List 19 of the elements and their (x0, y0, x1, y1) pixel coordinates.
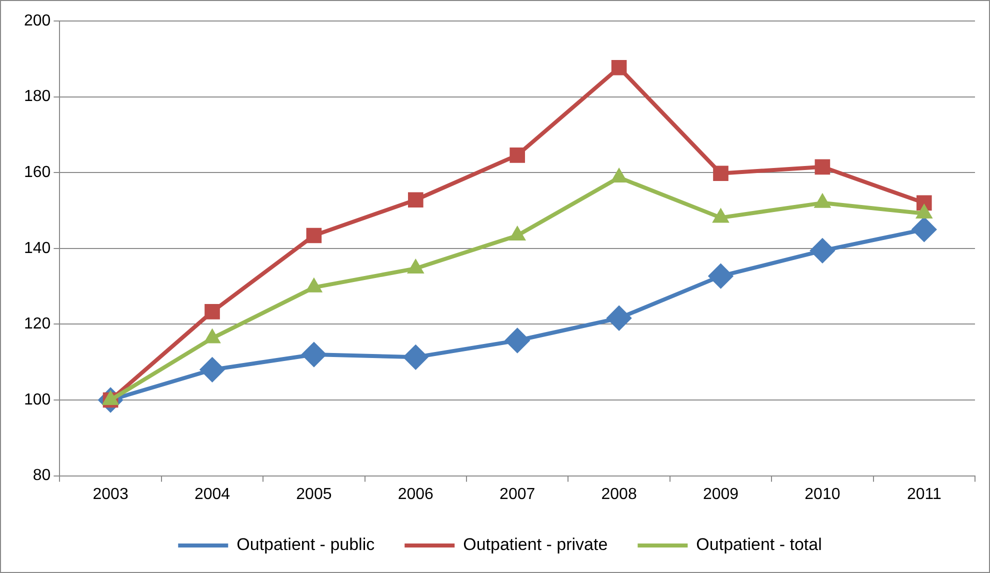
x-tick-label: 2005 (296, 486, 332, 503)
x-tick-label: 2004 (194, 486, 230, 503)
x-tick-label: 2008 (601, 486, 637, 503)
y-tick-label: 120 (24, 316, 51, 333)
x-tick-label: 2011 (906, 486, 942, 503)
legend-label: Outpatient - public (236, 535, 376, 554)
y-tick-label: 140 (24, 240, 51, 257)
x-tick-label: 2007 (500, 486, 536, 503)
y-tick-label: 80 (32, 467, 51, 484)
legend-label: Outpatient - total (696, 535, 822, 554)
legend-label: Outpatient - private (463, 535, 608, 554)
x-tick-label: 2009 (702, 486, 739, 503)
y-tick-label: 180 (24, 88, 51, 106)
x-tick-label: 2010 (804, 486, 840, 503)
x-tick-label: 2003 (92, 486, 128, 503)
y-tick-label: 160 (24, 164, 51, 182)
y-tick-label: 100 (24, 391, 51, 408)
x-tick-label: 2006 (398, 486, 434, 503)
y-tick-label: 200 (24, 12, 51, 30)
